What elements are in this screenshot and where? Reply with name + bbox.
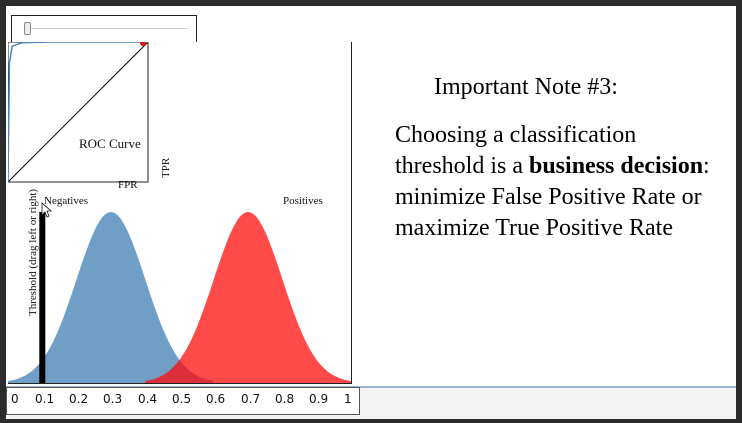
axis-tick: 0.3 [103,392,123,406]
axis-tick: 0.4 [138,392,158,406]
axis-tick: 0 [11,392,19,406]
roc-curve [8,42,148,183]
note-body-part2: : minimize False Positive Rate or maximi… [395,153,710,241]
roc-title: ROC Curve [79,136,141,151]
roc-operating-point [140,42,146,46]
note-body-bold: business decision [528,153,704,179]
threshold-axis [6,387,360,415]
note-body-part1: Choosing a classification threshold is a [395,122,637,179]
threshold-label: Threshold (drag left or right) [27,188,39,316]
axis-tick: 1 [344,392,352,406]
negatives-distribution [8,212,214,383]
positives-label: Positives [283,195,323,207]
positives-distribution [145,212,351,383]
window-frame-right [736,0,742,423]
axis-tick: 0.8 [275,392,295,406]
threshold-slider[interactable] [11,15,197,43]
note-body: Choosing a classification threshold is a… [395,120,715,244]
window-frame-left [0,0,6,423]
threshold-line[interactable] [39,212,46,383]
drag-cursor-icon [41,202,53,218]
window-frame-top [0,0,742,6]
axis-tick: 0.5 [172,392,192,406]
overlap-region [145,359,214,383]
note-title: Important Note #3: [434,74,618,100]
window-frame-bottom [0,417,742,423]
slider-thumb[interactable] [24,22,31,35]
axis-tick: 0.7 [241,392,261,406]
axis-tick: 0.1 [35,392,55,406]
axis-tick: 0.9 [309,392,329,406]
slider-track[interactable] [28,28,188,29]
fpr-axis-label: FPR [118,179,138,191]
distribution-plot [8,202,351,383]
tpr-axis-label: TPR [160,157,172,178]
axis-tick: 0.2 [69,392,89,406]
roc-chart [8,42,149,183]
axis-tick: 0.6 [206,392,226,406]
roc-diagonal [8,42,149,183]
negatives-label: Negatives [44,195,88,207]
